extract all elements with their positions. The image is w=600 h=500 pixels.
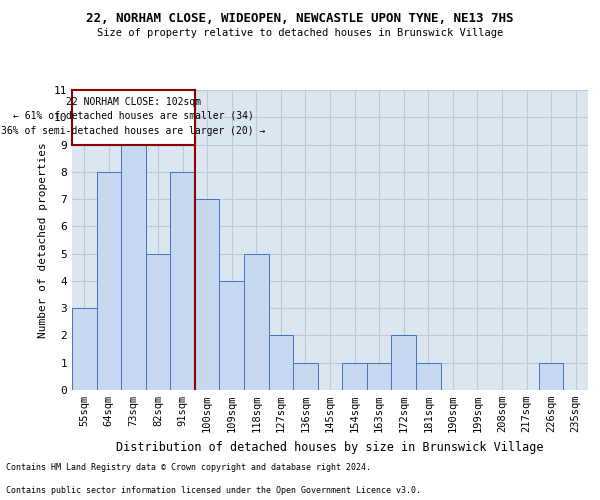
Bar <box>146 254 170 390</box>
Y-axis label: Number of detached properties: Number of detached properties <box>38 142 48 338</box>
Bar <box>293 362 318 390</box>
X-axis label: Distribution of detached houses by size in Brunswick Village: Distribution of detached houses by size … <box>116 440 544 454</box>
Bar <box>244 254 269 390</box>
Bar <box>97 172 121 390</box>
Bar <box>269 336 293 390</box>
Bar <box>416 362 440 390</box>
Text: Contains public sector information licensed under the Open Government Licence v3: Contains public sector information licen… <box>6 486 421 495</box>
Text: 22 NORHAM CLOSE: 102sqm: 22 NORHAM CLOSE: 102sqm <box>66 98 201 108</box>
Bar <box>72 308 97 390</box>
Bar <box>195 199 220 390</box>
Text: 22, NORHAM CLOSE, WIDEOPEN, NEWCASTLE UPON TYNE, NE13 7HS: 22, NORHAM CLOSE, WIDEOPEN, NEWCASTLE UP… <box>86 12 514 26</box>
Bar <box>539 362 563 390</box>
Bar <box>342 362 367 390</box>
Bar <box>121 144 146 390</box>
Bar <box>220 281 244 390</box>
Bar <box>367 362 391 390</box>
Text: Size of property relative to detached houses in Brunswick Village: Size of property relative to detached ho… <box>97 28 503 38</box>
Bar <box>391 336 416 390</box>
Text: ← 61% of detached houses are smaller (34): ← 61% of detached houses are smaller (34… <box>13 111 254 121</box>
FancyBboxPatch shape <box>72 90 195 144</box>
Text: 36% of semi-detached houses are larger (20) →: 36% of semi-detached houses are larger (… <box>1 126 266 136</box>
Bar <box>170 172 195 390</box>
Text: Contains HM Land Registry data © Crown copyright and database right 2024.: Contains HM Land Registry data © Crown c… <box>6 464 371 472</box>
